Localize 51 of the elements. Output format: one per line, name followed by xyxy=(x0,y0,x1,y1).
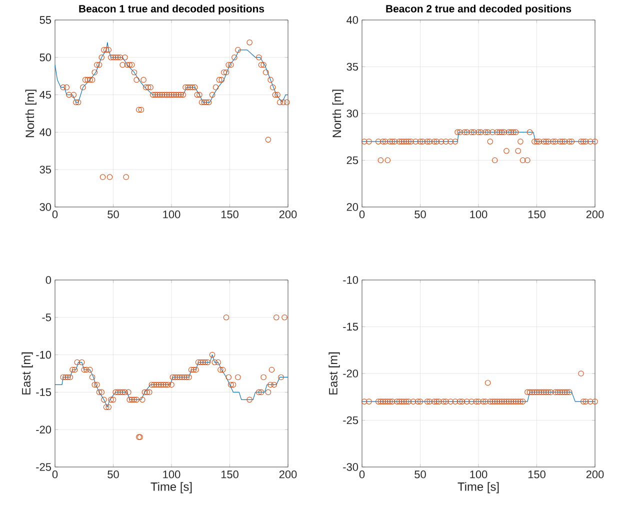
y-tick-label: 35 xyxy=(40,166,52,174)
x-tick-label: 150 xyxy=(221,470,238,478)
y-tick-label: -15 xyxy=(343,322,358,331)
x-tick-label: 200 xyxy=(586,210,604,218)
y-tick-label: 55 xyxy=(40,16,52,24)
y-tick-label: 50 xyxy=(40,54,52,62)
x-tick-label: 50 xyxy=(108,470,119,478)
x-tick-label: 100 xyxy=(470,210,488,218)
y-tick-label: -25 xyxy=(36,463,52,471)
y-tick-label: -10 xyxy=(343,276,358,284)
y-tick-label: -20 xyxy=(36,426,52,434)
x-tick-label: 50 xyxy=(414,470,426,478)
chart-title: Beacon 1 true and decoded positions xyxy=(79,4,264,14)
x-tick-label: 50 xyxy=(414,210,426,218)
y-tick-label: 40 xyxy=(40,128,52,136)
x-tick-label: 100 xyxy=(470,470,488,478)
x-tick-label: 0 xyxy=(52,210,58,218)
x-tick-label: 150 xyxy=(528,210,546,218)
y-tick-label: -20 xyxy=(343,370,358,378)
x-axis-title: Time [s] xyxy=(458,482,499,494)
y-tick-label: 25 xyxy=(346,156,358,164)
chart-title: Beacon 2 true and decoded positions xyxy=(386,4,572,14)
y-tick-label: -30 xyxy=(343,463,358,471)
y-tick-label: 30 xyxy=(40,203,52,211)
y-tick-label: 0 xyxy=(46,276,52,284)
y-tick-label: -5 xyxy=(42,314,52,322)
x-tick-label: 150 xyxy=(221,210,238,218)
y-tick-label: -15 xyxy=(36,388,52,396)
x-tick-label: 150 xyxy=(528,470,546,478)
x-axis-title: Time [s] xyxy=(150,482,192,494)
y-axis-title: North [m] xyxy=(332,90,344,138)
y-tick-label: 20 xyxy=(346,203,358,211)
x-tick-label: 0 xyxy=(52,470,58,478)
x-tick-label: 0 xyxy=(359,210,365,218)
x-tick-label: 100 xyxy=(163,470,180,478)
x-tick-label: 50 xyxy=(108,210,119,218)
y-tick-label: -25 xyxy=(343,416,358,424)
y-tick-label: 30 xyxy=(346,110,358,118)
y-axis-title: East [m] xyxy=(22,352,33,394)
y-tick-label: 35 xyxy=(346,62,358,71)
y-axis-title: East [m] xyxy=(328,352,340,394)
line-series xyxy=(55,42,288,103)
x-tick-label: 200 xyxy=(279,210,297,218)
x-tick-label: 200 xyxy=(279,470,297,478)
x-tick-label: 200 xyxy=(586,470,604,478)
y-tick-label: 40 xyxy=(346,16,358,24)
y-tick-label: -10 xyxy=(36,350,52,359)
x-tick-label: 0 xyxy=(359,470,365,478)
x-tick-label: 100 xyxy=(163,210,180,218)
y-axis-title: North [m] xyxy=(25,90,36,138)
y-tick-label: 45 xyxy=(40,90,52,99)
